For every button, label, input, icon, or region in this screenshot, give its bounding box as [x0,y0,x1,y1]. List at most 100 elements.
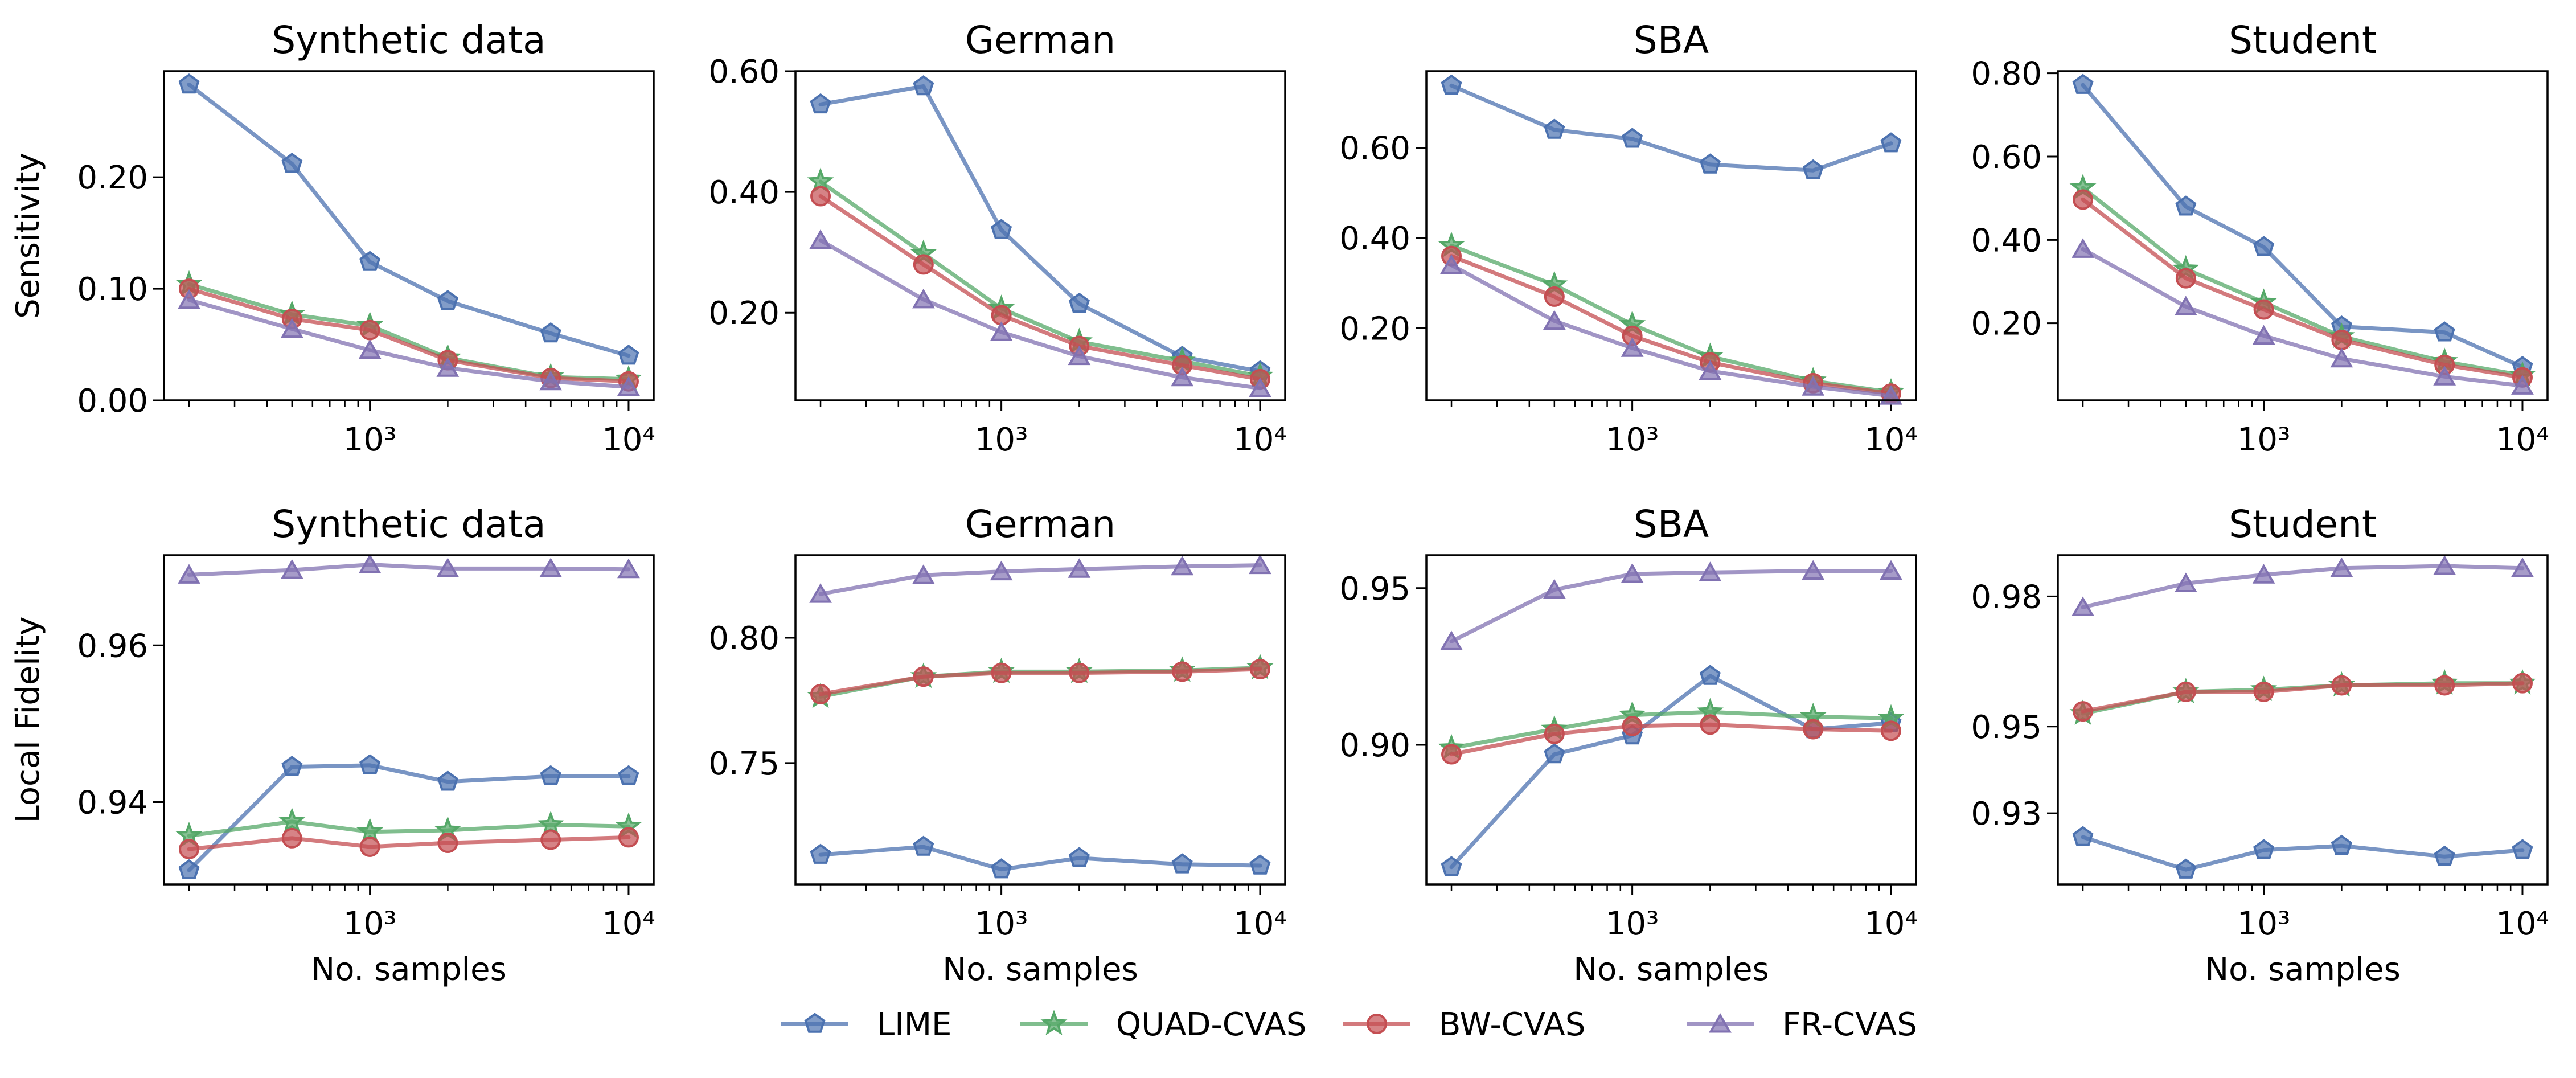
data-point [2073,701,2094,722]
series-quad-cvas [807,654,1274,708]
x-tick-label: 10³ [975,905,1028,942]
plot-frame [794,70,1286,401]
y-tick-label: 0.95 [1971,709,2042,746]
data-point [1441,856,1462,876]
data-point [1440,254,1463,274]
series-line [187,763,631,872]
plot-frame [2057,70,2549,401]
y-tick-label: 0.80 [1971,56,2042,93]
y-tick-label: 0.96 [77,628,148,665]
data-point [2252,564,2275,584]
data-point [1249,658,1270,679]
data-point [1543,310,1566,330]
data-point [178,73,200,94]
data-point [1621,563,1644,583]
data-point [991,219,1012,239]
series-fr-cvas [809,554,1271,603]
data-point [2511,557,2534,577]
subplot-4: Student 10³ 10⁴ 0.20 0.40 0.60 0.80 [1971,18,2549,458]
series-lime [1441,665,1902,876]
series-line [2081,564,2525,609]
data-point [810,683,831,704]
data-point [1441,74,1462,95]
series-bw-cvas [179,827,639,860]
data-point [2433,366,2456,386]
series-lime [178,754,639,879]
data-point [1249,377,1271,397]
data-point [2511,375,2534,395]
data-point [1699,665,1721,685]
x-tick-label: 10³ [975,421,1028,458]
legend-marker [1040,1010,1068,1036]
legend-marker [1709,1013,1732,1033]
subplot-3: SBA 10³ 10⁴ 0.20 0.40 0.60 [1339,18,1918,458]
x-tick-label: 10³ [1606,421,1659,458]
y-tick-label: 0.20 [1971,306,2042,343]
series-line [1449,263,1893,398]
data-point [1544,118,1565,139]
series-line [1449,254,1893,396]
data-point [1441,744,1462,765]
series-line [1449,83,1893,173]
subplot-2: German 10³ 10⁴ 0.20 0.40 0.60 [708,18,1287,458]
data-point [1802,159,1824,179]
subplot-title: SBA [1634,502,1709,546]
x-axis-label: No. samples [311,951,507,988]
y-axis-label: Sensitivity [10,153,47,319]
series-line [187,83,631,358]
data-point [1172,661,1193,682]
y-tick-label: 0.40 [708,174,780,211]
data-point [1880,132,1902,153]
data-point [1440,630,1463,650]
data-point [280,318,303,338]
data-point [1700,714,1721,735]
y-tick-label: 0.98 [1971,579,2042,616]
series-bw-cvas [2073,673,2533,722]
y-tick-label: 0.75 [708,745,780,782]
y-tick-label: 0.94 [77,785,148,822]
legend-label: BW-CVAS [1439,1006,1585,1043]
series-line [2081,681,2525,714]
series-line [818,667,1262,696]
series-bw-cvas [810,658,1270,704]
x-tick-label: 10³ [343,421,397,458]
data-point [810,843,831,864]
data-point [2434,321,2455,342]
data-point [618,827,639,848]
data-point [2433,555,2456,575]
subplot-7: SBA 10³ 10⁴ 0.90 0.95 No. samples [1339,502,1918,988]
data-point [1249,854,1271,875]
series-quad-cvas [175,808,642,847]
subplot-6: German 10³ 10⁴ 0.75 0.80 No. samples [708,502,1287,988]
plot-frame [163,554,655,886]
plot-frame [163,70,655,401]
x-tick-label: 10⁴ [2496,421,2549,458]
data-point [2330,347,2353,368]
data-point [1699,153,1721,174]
series-fr-cvas [1440,560,1902,650]
x-tick-label: 10⁴ [1233,905,1287,942]
x-tick-label: 10⁴ [1864,421,1918,458]
data-point [990,560,1013,581]
y-tick-label: 0.90 [1339,727,1410,764]
data-point [1171,853,1193,874]
data-point [913,835,934,856]
data-point [436,558,460,577]
subplot-title: Student [2229,502,2377,546]
series-line [187,835,631,851]
y-tick-label: 0.20 [77,159,148,196]
data-point [2434,845,2455,866]
data-point [2512,839,2533,859]
data-point [2072,826,2094,846]
data-point [991,858,1012,879]
data-point [1621,337,1644,357]
subplot-title: Student [2229,18,2377,62]
y-tick-label: 0.60 [1971,139,2042,176]
data-point [2072,238,2094,258]
series-quad-cvas [807,167,1274,388]
data-point [1803,719,1824,740]
y-tick-label: 0.95 [1339,571,1410,608]
x-tick-label: 10³ [343,905,397,942]
data-point [281,756,303,776]
data-point [1171,366,1194,387]
